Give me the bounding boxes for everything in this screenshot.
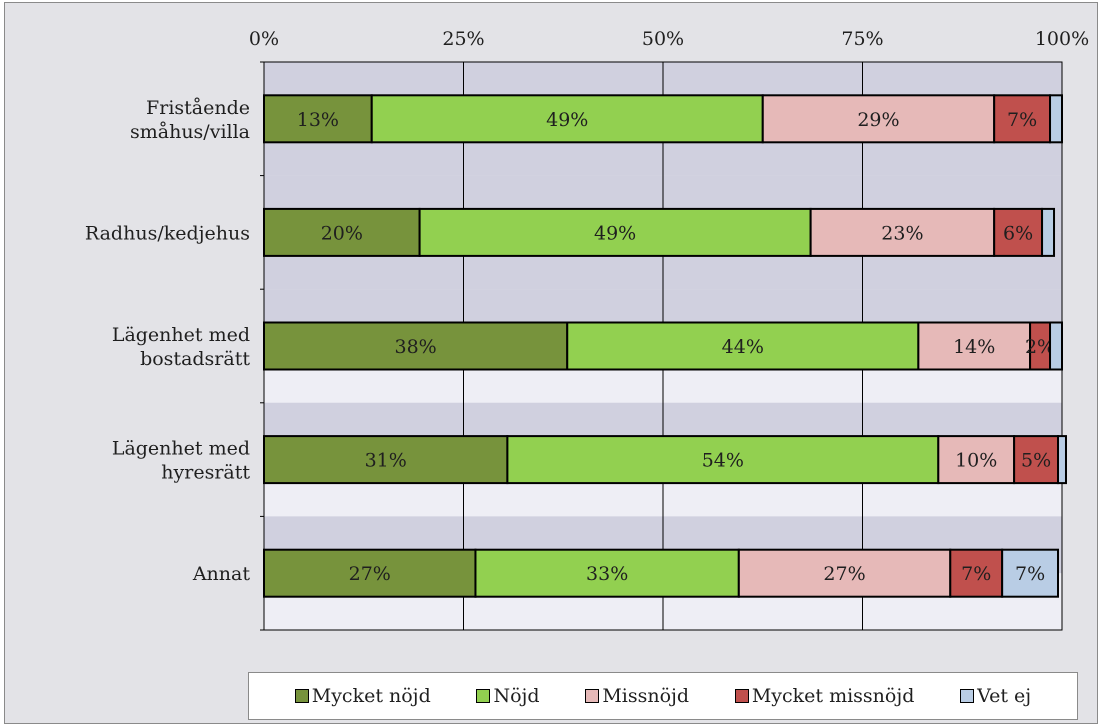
category-label: bostadsrätt: [140, 348, 250, 370]
x-tick-label: 25%: [442, 28, 484, 50]
category-label: Radhus/kedjehus: [85, 222, 250, 244]
category-label: Annat: [192, 563, 251, 585]
data-label: 33%: [586, 563, 628, 585]
data-label: 7%: [961, 563, 991, 585]
data-label: 14%: [953, 336, 995, 358]
bar-segment: [737, 548, 952, 598]
category-label: Lägenhet med: [112, 324, 250, 346]
data-label: 54%: [702, 450, 744, 472]
legend-label: Mycket missnöjd: [751, 685, 915, 707]
legend-swatch: [476, 689, 491, 703]
data-label: 27%: [349, 563, 391, 585]
bar-segment: [1041, 207, 1056, 257]
data-label: 13%: [297, 109, 339, 131]
legend-item: Mycket missnöjd: [734, 685, 915, 707]
data-label: 38%: [395, 336, 437, 358]
bar-segment: [566, 321, 920, 371]
legend-item: Nöjd: [476, 685, 540, 707]
legend-item: Mycket nöjd: [294, 685, 431, 707]
legend-label: Vet ej: [977, 685, 1032, 707]
data-label: 27%: [823, 563, 865, 585]
x-tick-label: 50%: [642, 28, 684, 50]
bar-segment: [809, 207, 996, 257]
bar-segment: [263, 207, 421, 257]
bar-segment: [937, 435, 1016, 485]
data-label: 7%: [1007, 109, 1037, 131]
data-label: 20%: [321, 222, 363, 244]
legend-swatch: [734, 689, 749, 703]
legend-swatch: [294, 689, 309, 703]
bar-segment: [1057, 435, 1067, 485]
data-label: 44%: [722, 336, 764, 358]
x-tick-label: 100%: [1035, 28, 1089, 50]
data-label: 49%: [594, 222, 636, 244]
x-tick-label: 75%: [841, 28, 883, 50]
bar-segment: [1001, 548, 1060, 598]
data-label: 23%: [881, 222, 923, 244]
data-label: 6%: [1003, 222, 1033, 244]
category-label: Lägenhet med: [112, 438, 250, 460]
data-label: 49%: [546, 109, 588, 131]
legend-swatch: [585, 689, 600, 703]
data-label: 10%: [955, 450, 997, 472]
legend-item: Vet ej: [960, 685, 1031, 707]
data-label: 7%: [1015, 563, 1045, 585]
bar-segment: [1013, 435, 1060, 485]
legend-label: Nöjd: [493, 685, 540, 707]
category-label: småhus/villa: [130, 121, 250, 143]
legend-item: Missnöjd: [585, 685, 689, 707]
category-label: hyresrätt: [161, 462, 250, 484]
bar-segment: [263, 321, 569, 371]
bar-segment: [1049, 94, 1064, 144]
x-tick-label: 0%: [249, 28, 279, 50]
bar-segment: [263, 548, 477, 598]
data-label: 31%: [365, 450, 407, 472]
legend-swatch: [960, 689, 975, 703]
bar-segment: [263, 94, 373, 144]
bar-segment: [506, 435, 940, 485]
bar-segment: [1049, 321, 1064, 371]
data-label: 2%: [1025, 336, 1055, 358]
legend: Mycket nöjd Nöjd Missnöjd Mycket missnöjd Ve…: [248, 672, 1078, 720]
legend-label: Mycket nöjd: [311, 685, 431, 707]
bar-segment: [474, 548, 740, 598]
data-label: 29%: [857, 109, 899, 131]
data-label: 5%: [1021, 450, 1051, 472]
bar-segment: [418, 207, 812, 257]
bar-segment: [263, 435, 509, 485]
bar-segment: [993, 207, 1044, 257]
bar-segment: [949, 548, 1004, 598]
bar-segment: [370, 94, 764, 144]
legend-label: Missnöjd: [602, 685, 690, 707]
category-label: Fristående: [146, 97, 250, 119]
bar-segment: [761, 94, 996, 144]
